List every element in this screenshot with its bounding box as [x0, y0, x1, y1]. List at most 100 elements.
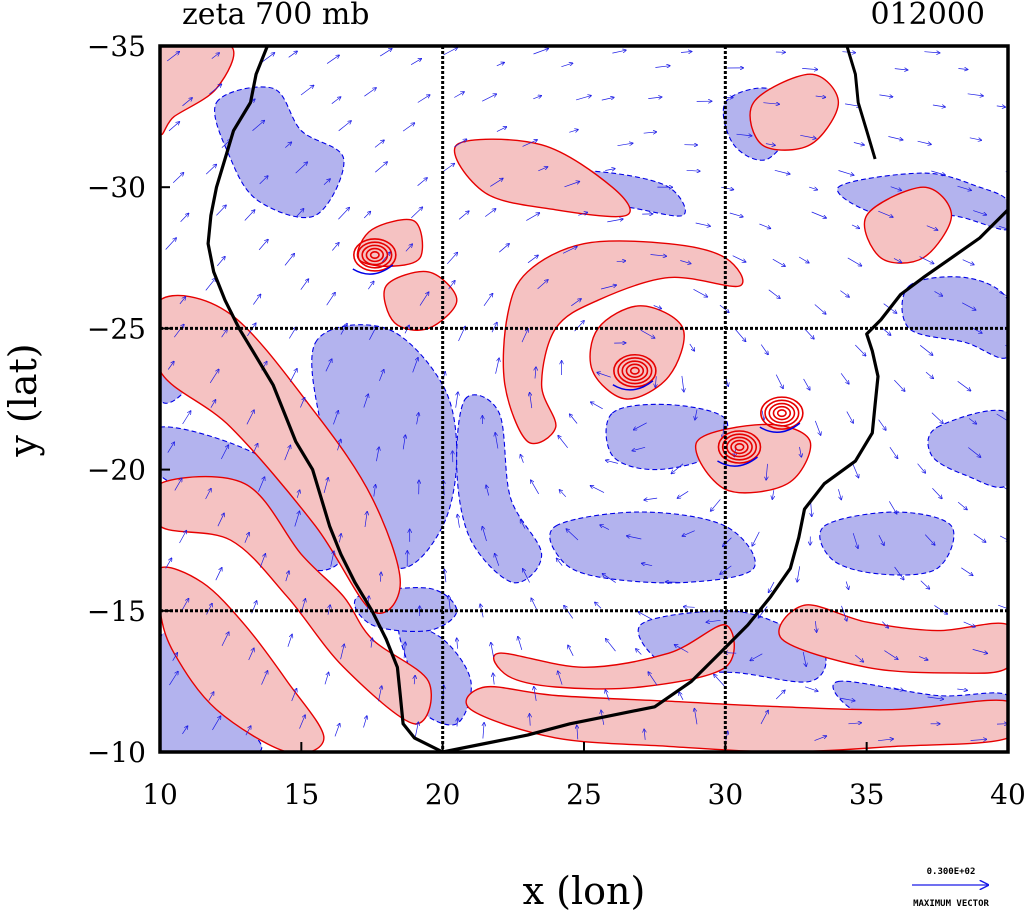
wind-vector [927, 697, 944, 699]
wind-vector [490, 178, 503, 187]
wind-vector [374, 140, 384, 148]
vortex-0 [612, 353, 657, 391]
wind-vector [530, 393, 532, 409]
wind-vector [340, 644, 345, 660]
wind-vector [606, 460, 618, 464]
wind-vector [772, 258, 785, 266]
wind-vector [482, 527, 487, 542]
vortex-contours [352, 238, 804, 467]
vortex-ring [717, 430, 762, 464]
wind-vector [878, 535, 884, 545]
vector-legend-value: 0.300E+02 [927, 867, 976, 877]
wind-vector [221, 329, 227, 338]
positive-region-0 [160, 46, 235, 136]
wind-vector [284, 254, 294, 266]
wind-vector [523, 569, 530, 583]
wind-vector [617, 143, 633, 147]
wind-vector [926, 225, 938, 231]
wind-vector [484, 209, 496, 217]
negative-region-0 [214, 86, 345, 219]
vortex-ring [768, 402, 796, 424]
wind-vector [814, 420, 820, 435]
wind-vector [458, 327, 466, 342]
wind-vector [723, 421, 725, 438]
wind-vector [962, 302, 976, 310]
wind-vector [642, 563, 653, 565]
wind-vector [602, 574, 616, 583]
wind-vector [417, 95, 430, 103]
wind-vector [165, 238, 177, 250]
wind-vector [1014, 580, 1025, 585]
wind-vector [411, 207, 422, 219]
wind-vector [340, 324, 347, 335]
wind-vector [607, 219, 623, 223]
wind-vector [216, 205, 226, 216]
wind-vector [957, 185, 972, 190]
wind-vector [288, 51, 298, 58]
wind-vector [253, 294, 260, 305]
wind-vector [496, 127, 507, 132]
wind-vector [957, 381, 971, 391]
wind-vector [182, 411, 191, 425]
wind-vector [815, 96, 826, 97]
wind-vector [174, 324, 184, 338]
wind-vector [363, 716, 367, 728]
wind-vector [299, 715, 306, 729]
wind-vector [931, 170, 945, 175]
wind-vector [169, 672, 178, 686]
wind-vector [760, 710, 768, 725]
wind-vector [569, 130, 578, 133]
wind-vector [285, 571, 289, 582]
wind-vector [838, 489, 841, 499]
wind-vector [457, 515, 459, 528]
wind-vector [483, 723, 484, 739]
vortex-3 [352, 238, 397, 275]
wind-vector [852, 463, 859, 478]
wind-vector [811, 211, 827, 218]
wind-vector [680, 260, 691, 264]
wind-vector [919, 256, 934, 264]
wind-vector [379, 49, 392, 57]
wind-vector [414, 722, 418, 738]
wind-vector [300, 85, 314, 96]
wind-vector [205, 489, 211, 500]
wind-vector [300, 398, 304, 408]
wind-vector [246, 410, 254, 425]
wind-vector [931, 412, 943, 424]
plot-area [160, 46, 1025, 752]
wind-vector [537, 280, 548, 290]
wind-vector [520, 455, 524, 463]
wind-vector [882, 621, 888, 628]
wind-vector [762, 410, 764, 420]
vector-legend: 0.300E+02 MAXIMUM VECTOR [912, 867, 990, 909]
wind-vector [402, 123, 414, 132]
wind-vector [808, 187, 817, 190]
wind-vector [839, 697, 855, 701]
wind-vector [878, 419, 886, 430]
wind-vector [220, 445, 228, 460]
wind-vector [694, 709, 698, 725]
wind-vector [963, 621, 975, 627]
wind-vector [932, 105, 945, 107]
positive-region-2 [160, 475, 432, 725]
wind-vector [650, 255, 667, 257]
wind-vector [379, 370, 383, 382]
wind-vector [261, 53, 275, 63]
wind-vector [576, 96, 591, 101]
wind-vector [894, 379, 905, 391]
wind-vector [597, 373, 611, 378]
wind-vector [973, 210, 986, 215]
wind-vector [677, 491, 689, 498]
wind-vector [533, 96, 541, 100]
wind-vector [166, 52, 179, 62]
wind-vector [768, 289, 780, 299]
y-tick-label: −25 [87, 312, 146, 345]
wind-vector [443, 164, 454, 172]
wind-vector [803, 378, 810, 390]
wind-vector [800, 134, 816, 138]
wind-vector [714, 674, 725, 687]
wind-vector [443, 48, 457, 56]
wind-vector [378, 686, 382, 702]
wind-vector [679, 692, 684, 700]
wind-vector [999, 535, 1008, 541]
